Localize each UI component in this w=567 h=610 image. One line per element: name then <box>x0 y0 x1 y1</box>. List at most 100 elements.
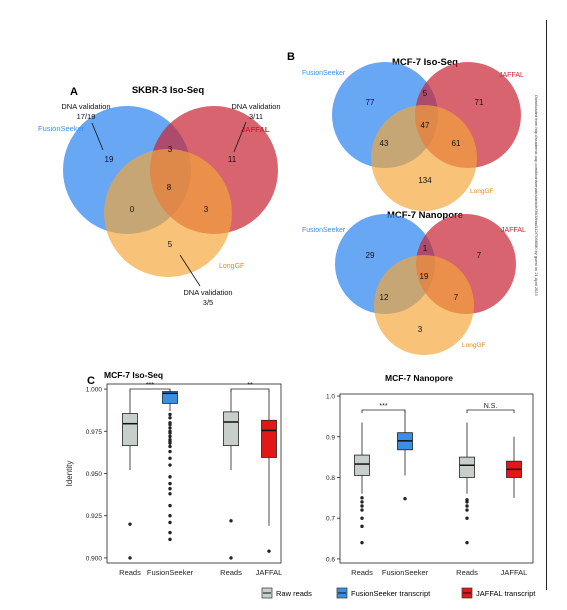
venn-a-count-all: 8 <box>167 183 172 192</box>
legend: Raw reads FusionSeeker transcript JAFFAL… <box>261 587 536 599</box>
callout-fs-value: 17/19 <box>77 112 96 121</box>
panel-a-letter: A <box>70 86 78 98</box>
outlier-point <box>168 412 172 417</box>
panel-a: A SKBR-3 Iso-Seq FusionSeeker JAFFAL Lon… <box>38 85 281 307</box>
outlier-point <box>168 429 172 433</box>
outlier-point <box>465 516 469 520</box>
box <box>122 413 138 447</box>
x-category-label: JAFFAL <box>501 568 528 577</box>
x-category-label: Reads <box>220 568 242 577</box>
venn-a-longgf-label: LongGF <box>219 263 244 270</box>
venn-b2-count-jaffal-only: 7 <box>477 251 482 260</box>
venn-a-longgf-circle <box>104 149 232 277</box>
venn-b1-count-fs-longgf: 43 <box>380 139 389 148</box>
right-edge-rule <box>546 20 547 590</box>
venn-b2-longgf-label: LongGF <box>462 342 486 349</box>
venn-b1-count-all: 47 <box>421 121 430 130</box>
venn-a-fusionseeker-label: FusionSeeker <box>38 124 85 133</box>
callout-jaffal-value: 3/11 <box>249 112 263 121</box>
box <box>261 419 277 458</box>
significance-label: N.S. <box>484 403 498 410</box>
y-tick-label: 0.975 <box>86 429 103 436</box>
significance-label: *** <box>146 382 154 389</box>
y-tick-label: 0.9 <box>326 434 335 441</box>
x-category-label: Reads <box>456 568 478 577</box>
venn-b1-count-fs-only: 77 <box>366 98 375 107</box>
venn-a-count-fs-jaffal: 3 <box>168 145 173 154</box>
venn-b1-title: MCF-7 Iso-Seq <box>392 57 458 68</box>
panel-b: B MCF-7 Iso-Seq FusionSeeker JAFFAL Long… <box>287 51 526 355</box>
outlier-point <box>168 449 172 454</box>
venn-b1-longgf-label: LongGF <box>470 188 494 195</box>
venn-b1-count-fs-jaffal: 5 <box>423 89 428 98</box>
y-tick-label: 0.925 <box>86 513 103 520</box>
outlier-point <box>360 500 364 504</box>
legend-label-jaffal: JAFFAL transcript <box>476 589 536 598</box>
outlier-point <box>168 426 172 430</box>
venn-a-count-jaffal-only: 11 <box>228 155 237 164</box>
legend-label-raw: Raw reads <box>276 589 312 598</box>
box <box>459 456 475 478</box>
venn-a-count-fs-only: 19 <box>105 155 114 164</box>
venn-b1-count-jaffal-only: 71 <box>475 98 484 107</box>
outlier-point <box>465 508 469 512</box>
legend-label-fusionseeker: FusionSeeker transcript <box>351 589 431 598</box>
venn-b1-fusionseeker-label: FusionSeeker <box>302 70 346 77</box>
callout-longgf-text: DNA validation <box>183 288 232 297</box>
venn-b2-longgf-circle <box>374 255 474 355</box>
side-download-note: Downloaded from http://academic.oup.com/… <box>534 95 539 296</box>
chart-2-title: MCF-7 Nanopore <box>385 373 453 383</box>
plot-frame <box>339 393 534 564</box>
venn-b2-count-longgf-only: 3 <box>418 325 423 334</box>
box <box>223 411 239 447</box>
venn-b2-fusionseeker-label: FusionSeeker <box>302 227 346 234</box>
outlier-point <box>168 530 172 535</box>
venn-b1-count-jaffal-longgf: 61 <box>452 139 461 148</box>
x-category-label: FusionSeeker <box>382 568 429 577</box>
x-category-label: Reads <box>119 568 141 577</box>
venn-b2-count-all: 19 <box>420 272 429 281</box>
y-tick-label: 0.7 <box>326 516 335 523</box>
outlier-point <box>168 416 172 420</box>
y-tick-label: 0.950 <box>86 471 103 478</box>
outlier-point <box>360 508 364 512</box>
callout-longgf-value: 3/5 <box>203 298 213 307</box>
venn-b1-jaffal-label: JAFFAL <box>499 72 524 79</box>
outlier-point <box>168 444 172 449</box>
y-axis-label: Identity <box>65 461 74 487</box>
panel-b-letter: B <box>287 51 295 63</box>
significance-bracket <box>129 388 171 392</box>
outlier-point <box>128 556 132 560</box>
outlier-point <box>168 537 172 542</box>
venn-b1-longgf-circle <box>371 105 477 211</box>
y-tick-label: 0.900 <box>86 555 103 562</box>
venn-a-count-longgf-only: 5 <box>168 240 173 249</box>
outlier-point <box>465 504 469 508</box>
y-tick-label: 0.6 <box>326 556 335 563</box>
venn-b2-count-fs-jaffal: 1 <box>423 244 428 253</box>
x-category-label: FusionSeeker <box>147 568 194 577</box>
outlier-point <box>465 540 469 545</box>
venn-b2-count-fs-longgf: 12 <box>380 293 389 302</box>
venn-b2-title: MCF-7 Nanopore <box>387 210 463 221</box>
y-tick-label: 1.0 <box>326 394 335 401</box>
outlier-point <box>168 486 172 491</box>
venn-b2-count-jaffal-longgf: 7 <box>454 293 459 302</box>
callout-jaffal-line <box>233 121 247 153</box>
plot-frame <box>106 383 282 564</box>
outlier-point <box>168 514 172 518</box>
outlier-point <box>267 549 271 553</box>
venn-a-count-fs-longgf: 0 <box>130 205 135 214</box>
outlier-point <box>168 463 172 467</box>
venn-b1-count-longgf-only: 134 <box>418 176 432 185</box>
box <box>354 454 370 476</box>
outlier-point <box>168 475 172 479</box>
venn-b2-count-fs-only: 29 <box>366 251 375 260</box>
venn-a-jaffal-label: JAFFAL <box>241 125 270 134</box>
outlier-point <box>403 496 407 501</box>
outlier-point <box>128 522 132 526</box>
outlier-point <box>465 498 469 502</box>
significance-label: ** <box>247 382 253 389</box>
panel-c-letter: C <box>87 375 95 387</box>
